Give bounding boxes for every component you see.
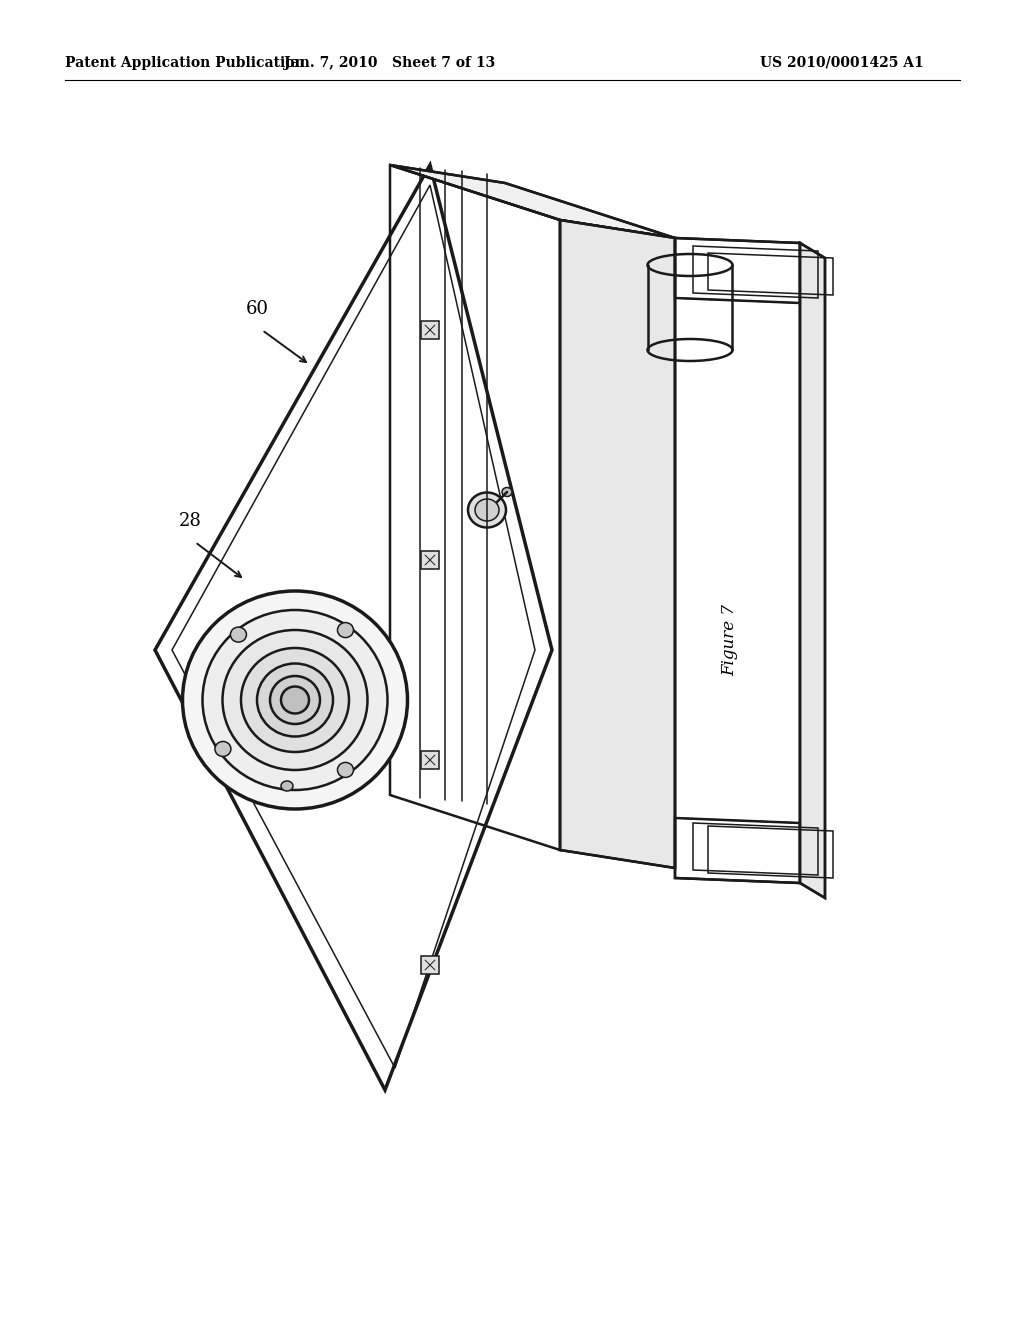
- Ellipse shape: [502, 487, 512, 496]
- Ellipse shape: [281, 686, 309, 714]
- Text: Patent Application Publication: Patent Application Publication: [65, 55, 304, 70]
- Ellipse shape: [270, 676, 319, 723]
- Polygon shape: [421, 550, 439, 569]
- Ellipse shape: [182, 591, 408, 809]
- Text: Jan. 7, 2010   Sheet 7 of 13: Jan. 7, 2010 Sheet 7 of 13: [285, 55, 496, 70]
- Ellipse shape: [257, 664, 333, 737]
- Text: 28: 28: [178, 512, 202, 531]
- Ellipse shape: [475, 499, 499, 521]
- Polygon shape: [390, 165, 675, 238]
- Ellipse shape: [215, 742, 231, 756]
- Ellipse shape: [281, 781, 293, 791]
- Ellipse shape: [230, 627, 247, 642]
- Ellipse shape: [241, 648, 349, 752]
- Text: 60: 60: [246, 300, 268, 318]
- Ellipse shape: [468, 492, 506, 528]
- Ellipse shape: [203, 610, 387, 789]
- Text: US 2010/0001425 A1: US 2010/0001425 A1: [760, 55, 924, 70]
- Ellipse shape: [338, 763, 353, 777]
- Ellipse shape: [222, 630, 368, 770]
- Polygon shape: [560, 220, 675, 869]
- Polygon shape: [800, 243, 825, 898]
- Ellipse shape: [338, 623, 353, 638]
- Polygon shape: [421, 751, 439, 770]
- Polygon shape: [421, 321, 439, 339]
- Polygon shape: [421, 956, 439, 974]
- Text: Figure 7: Figure 7: [722, 605, 738, 676]
